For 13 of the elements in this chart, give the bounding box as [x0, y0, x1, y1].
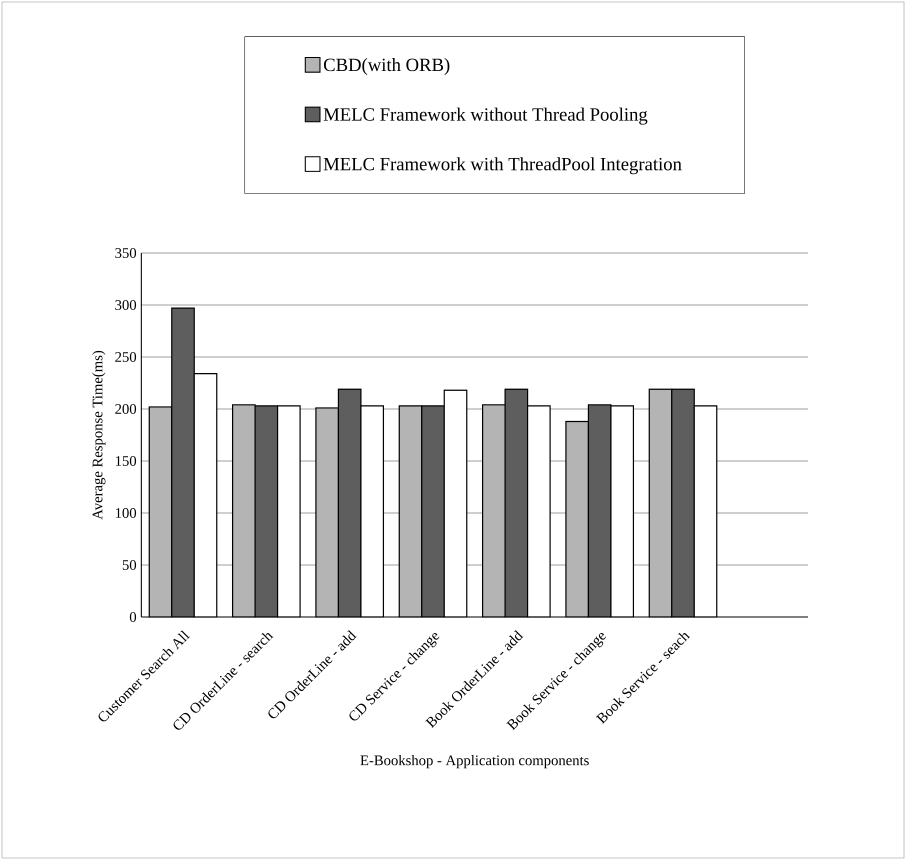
legend-label: MELC Framework without Thread Pooling	[324, 108, 648, 125]
y-tick-label: 250	[115, 352, 136, 362]
y-tick-label: 50	[122, 560, 136, 570]
x-axis-title: E-Bookshop - Application components	[360, 754, 589, 768]
y-tick-label: 350	[115, 248, 136, 258]
y-tick-label: 200	[115, 404, 136, 414]
y-tick-label: 150	[116, 456, 136, 466]
y-tick-label: 300	[115, 300, 136, 310]
legend-label: CBD(with ORB)	[324, 58, 450, 75]
y-axis-title: Average Response Time(ms)	[92, 350, 106, 520]
y-tick-label: 100	[116, 508, 136, 518]
legend-label: MELC Framework with ThreadPool Integration	[324, 157, 682, 174]
y-tick-label: 0	[130, 612, 136, 622]
